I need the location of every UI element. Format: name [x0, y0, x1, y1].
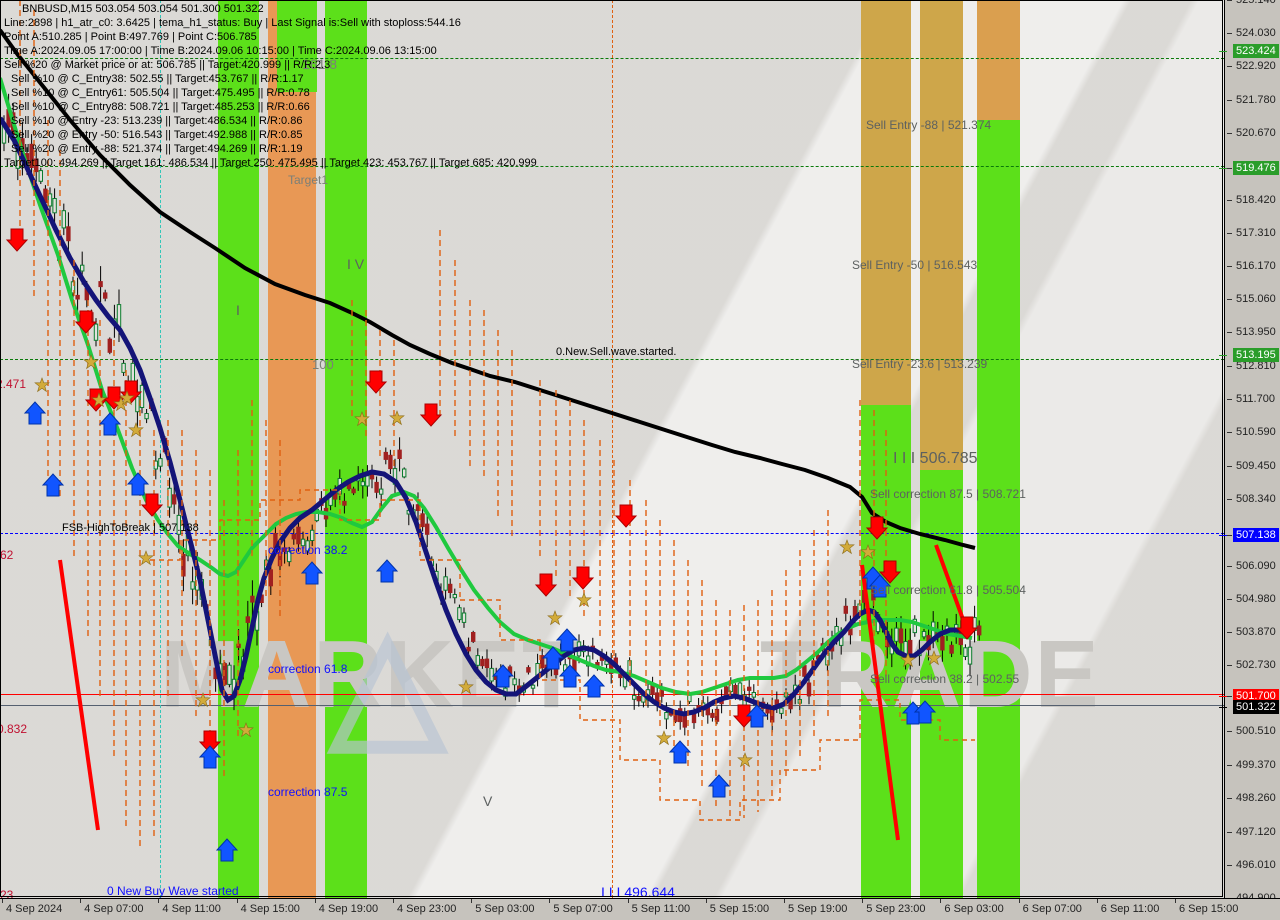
header-line: Sell %10 @ C_Entry61: 505.504 || Target:… [11, 87, 310, 99]
wave-label-iv: I V [347, 256, 365, 272]
point-b-label: I I I 496.644 [601, 884, 675, 898]
header-line: Time A:2024.09.05 17:00:00 | Time B:2024… [4, 45, 437, 57]
price-tick: 515.060 [1225, 293, 1280, 306]
price-tick: 512.810 [1225, 360, 1280, 373]
chart-title: BNBUSD,M15 503.054 503.054 501.300 501.3… [22, 3, 264, 15]
price-highlight-label: 519.476 [1233, 161, 1279, 176]
fib-label-target1: Target1 [288, 173, 329, 187]
left-clipped-label: 23 [0, 888, 14, 898]
price-tick: 518.420 [1225, 194, 1280, 207]
price-tick: 525.140 [1225, 0, 1280, 7]
sell-correction-382-label: Sell correction 38.2 | 502.55 [870, 672, 1020, 686]
price-tick: 517.310 [1225, 227, 1280, 240]
sell-entry-236-label: Sell Entry -23.6 | 513.239 [852, 357, 988, 371]
watermark-logo: △ [330, 597, 448, 765]
chart-plot-area[interactable]: MARKET TRADE △ [0, 0, 1224, 898]
header-line: Sell %20 @ Market price or at: 506.785 |… [4, 59, 331, 71]
sell-entry-50-label: Sell Entry -50 | 516.543 [852, 258, 978, 272]
price-tick: 509.450 [1225, 460, 1280, 473]
sell-zone-band [861, 0, 911, 405]
price-tick: 513.950 [1225, 326, 1280, 339]
fib-label-100: 100 [312, 357, 334, 372]
price-tick: 499.370 [1225, 759, 1280, 772]
correction-618-label: correction 61.8 [268, 662, 348, 676]
left-clipped-label: 62 [0, 548, 14, 562]
header-line: Target100: 494.269 || Target 161: 486.53… [4, 157, 537, 169]
price-tick: 504.980 [1225, 593, 1280, 606]
header-line: Sell %10 @ Entry -23: 513.239 || Target:… [11, 115, 303, 127]
price-highlight-label: 501.700 [1233, 689, 1279, 704]
new-buy-wave-label: 0 New Buy Wave started [107, 884, 239, 898]
price-tick: 503.870 [1225, 626, 1280, 639]
header-line: Sell %20 @ Entry -50: 516.543 || Target:… [11, 129, 303, 141]
price-tick: 502.730 [1225, 659, 1280, 672]
price-highlight-label: 507.138 [1233, 527, 1279, 542]
header-line: Sell %20 @ Entry -88: 521.374 || Target:… [11, 143, 303, 155]
wave-label-i: I [236, 302, 240, 318]
sell-correction-618-label: Sell correction 61.8 | 505.504 [870, 583, 1026, 597]
price-highlight-label: 513.195 [1233, 347, 1279, 362]
fib-label-1618: 161.8 [302, 56, 338, 72]
left-clipped-label: 2.471 [0, 377, 27, 391]
price-tick: 520.670 [1225, 127, 1280, 140]
fsb-high-to-break-label: FSB-HighToBreak | 507.138 [62, 522, 199, 534]
header-line: Line:2898 | h1_atr_c0: 3.6425 | tema_h1_… [4, 17, 461, 29]
sell-zone-band [977, 0, 1020, 120]
price-tick: 496.010 [1225, 859, 1280, 872]
fast-ma-line [0, 77, 973, 697]
price-highlight-label: 523.424 [1233, 43, 1279, 58]
correction-875-label: correction 87.5 [268, 785, 348, 799]
price-tick: 510.590 [1225, 426, 1280, 439]
left-clipped-label: 0.832 [0, 722, 28, 736]
price-tick: 511.700 [1225, 393, 1280, 406]
price-tick: 508.340 [1225, 493, 1280, 506]
header-line: Sell %10 @ C_Entry38: 502.55 || Target:4… [11, 73, 304, 85]
sell-zone-band [920, 0, 963, 470]
point-c-label: I I I 506.785 [893, 450, 978, 467]
price-tick: 516.170 [1225, 260, 1280, 273]
price-tick: 524.030 [1225, 27, 1280, 40]
time-marker-line [612, 0, 613, 898]
price-tick: 522.920 [1225, 60, 1280, 73]
sell-correction-875-label: Sell correction 87.5 | 508.721 [870, 487, 1026, 501]
price-tick: 498.260 [1225, 792, 1280, 805]
header-line: Point A:510.285 | Point B:497.769 | Poin… [4, 31, 257, 43]
price-highlight-label: 501.322 [1233, 700, 1279, 715]
price-tick: 506.090 [1225, 560, 1280, 573]
price-tick: 500.510 [1225, 725, 1280, 738]
price-tick: 521.780 [1225, 94, 1280, 107]
new-sell-wave-label: 0.New.Sell.wave.started. [556, 346, 677, 358]
sell-entry-88-label: Sell Entry -88 | 521.374 [866, 118, 992, 132]
header-line: Sell %10 @ C_Entry88: 508.721 || Target:… [11, 101, 310, 113]
wave-label-v: V [483, 793, 493, 809]
time-scale[interactable]: 4 Sep 2024 4 Sep 07:00 4 Sep 11:00 4 Sep 15… [0, 898, 1280, 920]
downtrend-line [58, 559, 100, 831]
price-tick: 497.120 [1225, 826, 1280, 839]
correction-382-label: correction 38.2 [268, 543, 348, 557]
price-scale[interactable]: 525.140 524.030 522.920 521.780 520.670 519.4… [1219, 0, 1280, 904]
buy-zone-band [977, 0, 1020, 898]
